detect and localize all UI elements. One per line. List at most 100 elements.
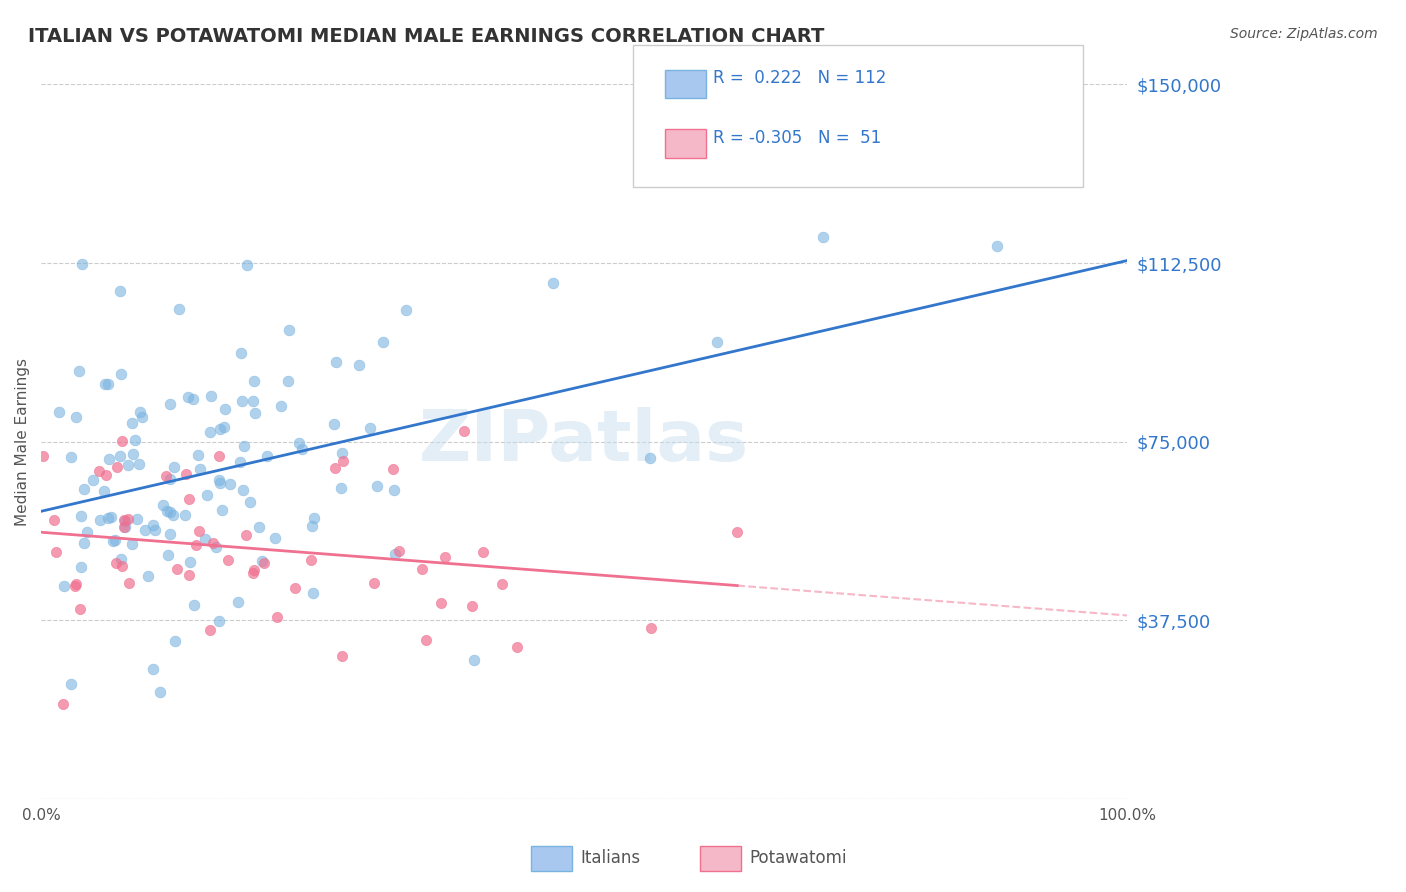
Point bbox=[366, 478, 388, 492]
Point bbox=[173, 508, 195, 522]
Point bbox=[76, 525, 98, 540]
Point bbox=[118, 576, 141, 591]
Point bbox=[69, 602, 91, 616]
Point bbox=[986, 239, 1008, 253]
Point bbox=[242, 374, 264, 388]
Point bbox=[453, 424, 475, 438]
Point bbox=[638, 451, 661, 466]
Point bbox=[167, 302, 190, 317]
Text: R = -0.305   N =  51: R = -0.305 N = 51 bbox=[713, 129, 882, 147]
Point bbox=[506, 640, 529, 654]
Point bbox=[183, 598, 205, 612]
Point bbox=[301, 519, 323, 533]
Point bbox=[112, 513, 135, 527]
Point bbox=[242, 394, 264, 409]
Point bbox=[277, 374, 299, 388]
Point bbox=[114, 520, 136, 534]
Point bbox=[52, 578, 75, 592]
Point bbox=[382, 483, 405, 497]
Text: Source: ZipAtlas.com: Source: ZipAtlas.com bbox=[1230, 27, 1378, 41]
Text: Italians: Italians bbox=[581, 849, 641, 867]
Point bbox=[176, 390, 198, 404]
Point bbox=[184, 538, 207, 552]
Point bbox=[463, 653, 485, 667]
Point bbox=[45, 544, 67, 558]
Point bbox=[112, 520, 135, 534]
Point bbox=[239, 495, 262, 509]
Point bbox=[359, 421, 381, 435]
Point bbox=[209, 476, 232, 491]
Point bbox=[155, 469, 177, 483]
Point bbox=[236, 258, 259, 272]
Point bbox=[105, 556, 128, 570]
Point bbox=[430, 596, 453, 610]
Point bbox=[65, 409, 87, 424]
Point bbox=[242, 566, 264, 580]
Point bbox=[371, 334, 394, 349]
Point bbox=[471, 545, 494, 559]
Point bbox=[253, 556, 276, 570]
Point bbox=[725, 524, 748, 539]
Point bbox=[179, 568, 201, 582]
Point bbox=[134, 523, 156, 537]
Point bbox=[117, 512, 139, 526]
Point bbox=[235, 528, 257, 542]
Point bbox=[98, 452, 121, 467]
Point bbox=[205, 540, 228, 554]
Point bbox=[217, 553, 239, 567]
Point bbox=[363, 576, 385, 591]
Point bbox=[226, 595, 249, 609]
Point bbox=[44, 512, 66, 526]
Point bbox=[384, 547, 406, 561]
Point bbox=[270, 399, 292, 413]
Point bbox=[187, 448, 209, 462]
Point bbox=[60, 677, 83, 691]
Point bbox=[434, 549, 457, 564]
Point bbox=[163, 633, 186, 648]
Point bbox=[163, 460, 186, 475]
Point bbox=[82, 473, 104, 487]
Point bbox=[149, 685, 172, 699]
Point bbox=[415, 633, 437, 648]
Point bbox=[65, 577, 87, 591]
Point bbox=[233, 439, 256, 453]
Point bbox=[200, 389, 222, 403]
Point bbox=[232, 483, 254, 498]
Point bbox=[65, 579, 87, 593]
Point bbox=[382, 462, 405, 476]
Point bbox=[179, 555, 201, 569]
Point bbox=[70, 256, 93, 270]
Point bbox=[388, 544, 411, 558]
Point bbox=[194, 533, 217, 547]
Point bbox=[330, 648, 353, 663]
Point bbox=[114, 515, 136, 529]
Point bbox=[187, 524, 209, 538]
Point bbox=[159, 472, 181, 486]
Point bbox=[89, 513, 111, 527]
Point bbox=[395, 303, 418, 318]
Point bbox=[323, 417, 346, 431]
Point bbox=[332, 446, 354, 460]
Point bbox=[266, 609, 288, 624]
Point bbox=[181, 392, 204, 406]
Point bbox=[136, 569, 159, 583]
Point bbox=[110, 552, 132, 566]
Point bbox=[110, 285, 132, 299]
Text: R =  0.222   N = 112: R = 0.222 N = 112 bbox=[713, 70, 886, 87]
Point bbox=[243, 406, 266, 420]
Point bbox=[72, 536, 94, 550]
Point bbox=[100, 510, 122, 524]
Point bbox=[60, 450, 83, 465]
Point bbox=[93, 376, 115, 391]
Point bbox=[198, 425, 221, 440]
Point bbox=[231, 393, 253, 408]
Point bbox=[121, 537, 143, 551]
Point bbox=[288, 435, 311, 450]
Point bbox=[218, 477, 240, 491]
Point bbox=[212, 420, 235, 434]
Text: ZIPatlas: ZIPatlas bbox=[419, 407, 749, 476]
Point bbox=[143, 523, 166, 537]
Point bbox=[195, 488, 218, 502]
Point bbox=[252, 554, 274, 568]
Point bbox=[198, 623, 221, 637]
